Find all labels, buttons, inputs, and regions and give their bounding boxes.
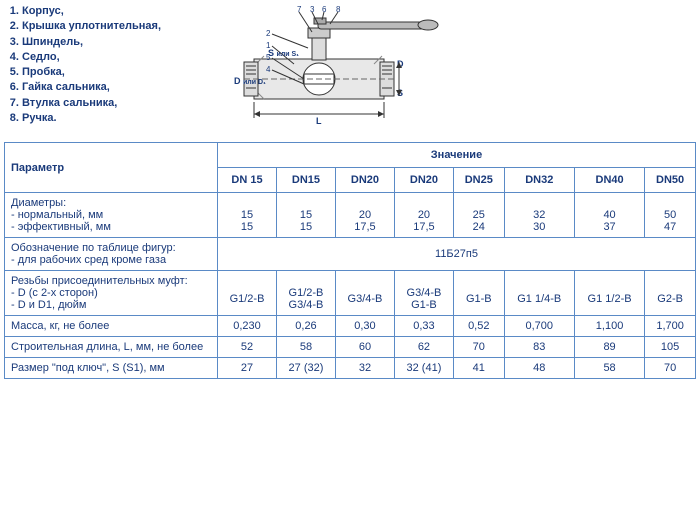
row-label: Строительная длина, L, мм, не более	[5, 337, 218, 358]
spec-table: Параметр Значение DN 15DN15DN20DN20DN25D…	[4, 142, 696, 379]
table-cell: G3/4-B	[335, 271, 394, 316]
table-cell: 0,26	[276, 316, 335, 337]
parts-list-item: Шпиндель,	[22, 35, 184, 49]
row-label: Масса, кг, не более	[5, 316, 218, 337]
table-cell: 1515	[218, 193, 277, 238]
table-cell: 1,700	[645, 316, 696, 337]
table-cell: 3230	[504, 193, 574, 238]
diagram-label: 2	[266, 29, 271, 38]
table-cell: 11Б27п5	[218, 238, 696, 271]
table-cell: G2-B	[645, 271, 696, 316]
table-cell: 105	[645, 337, 696, 358]
table-cell: 27 (32)	[276, 358, 335, 379]
table-cell: 60	[335, 337, 394, 358]
column-header: DN40	[574, 168, 644, 193]
column-header: DN32	[504, 168, 574, 193]
table-cell: 4037	[574, 193, 644, 238]
table-cell: 0,33	[394, 316, 453, 337]
diagram-label: 8	[336, 5, 341, 14]
diagram-label: 3	[310, 5, 315, 14]
table-cell: 2017,5	[394, 193, 453, 238]
parts-list-item: Крышка уплотнительная,	[22, 19, 184, 33]
parts-list-item: Пробка,	[22, 65, 184, 79]
table-cell: 48	[504, 358, 574, 379]
diagram-label: 6	[322, 5, 327, 14]
row-label: Обозначение по таблице фигур:- для рабоч…	[5, 238, 218, 271]
table-cell: 89	[574, 337, 644, 358]
column-header: DN 15	[218, 168, 277, 193]
table-cell: G1/2-BG3/4-B	[276, 271, 335, 316]
row-label: Размер "под ключ", S (S1), мм	[5, 358, 218, 379]
table-cell: 0,52	[453, 316, 504, 337]
table-cell: 70	[645, 358, 696, 379]
table-cell: 41	[453, 358, 504, 379]
column-header: DN15	[276, 168, 335, 193]
table-cell: G3/4-BG1-B	[394, 271, 453, 316]
table-cell: 52	[218, 337, 277, 358]
parts-list-item: Ручка.	[22, 111, 184, 125]
values-header: Значение	[218, 143, 696, 168]
table-cell: 58	[574, 358, 644, 379]
table-cell: 62	[394, 337, 453, 358]
table-cell: 1,100	[574, 316, 644, 337]
row-label: Резьбы присоединительных муфт:- D (с 2-х…	[5, 271, 218, 316]
table-cell: 32	[335, 358, 394, 379]
table-cell: G1-B	[453, 271, 504, 316]
table-cell: 0,230	[218, 316, 277, 337]
column-header: DN20	[335, 168, 394, 193]
table-cell: 0,700	[504, 316, 574, 337]
diagram-label: 4	[266, 65, 271, 74]
column-header: DN25	[453, 168, 504, 193]
svg-text:S или S₁: S или S₁	[268, 48, 299, 58]
table-cell: 1515	[276, 193, 335, 238]
table-cell: 0,30	[335, 316, 394, 337]
param-header: Параметр	[5, 143, 218, 193]
table-cell: 2524	[453, 193, 504, 238]
row-label: Диаметры:- нормальный, мм- эффективный, …	[5, 193, 218, 238]
valve-diagram: 7 3 6 8 2 1 5 4 S или S₁ D или D₁ D S L	[204, 4, 696, 134]
table-cell: 32 (41)	[394, 358, 453, 379]
parts-list-item: Корпус,	[22, 4, 184, 18]
column-header: DN20	[394, 168, 453, 193]
parts-list: Корпус,Крышка уплотнительная, Шпиндель,Се…	[4, 4, 184, 134]
diagram-label: 7	[297, 5, 302, 14]
table-cell: 27	[218, 358, 277, 379]
parts-list-item: Втулка сальника,	[22, 96, 184, 110]
table-cell: 5047	[645, 193, 696, 238]
svg-text:L: L	[316, 116, 322, 126]
table-cell: G1 1/2-B	[574, 271, 644, 316]
table-cell: 83	[504, 337, 574, 358]
table-cell: G1/2-B	[218, 271, 277, 316]
column-header: DN50	[645, 168, 696, 193]
table-cell: 2017,5	[335, 193, 394, 238]
parts-list-item: Гайка сальника,	[22, 80, 184, 94]
table-cell: 70	[453, 337, 504, 358]
table-cell: 58	[276, 337, 335, 358]
table-cell: G1 1/4-B	[504, 271, 574, 316]
parts-list-item: Седло,	[22, 50, 184, 64]
